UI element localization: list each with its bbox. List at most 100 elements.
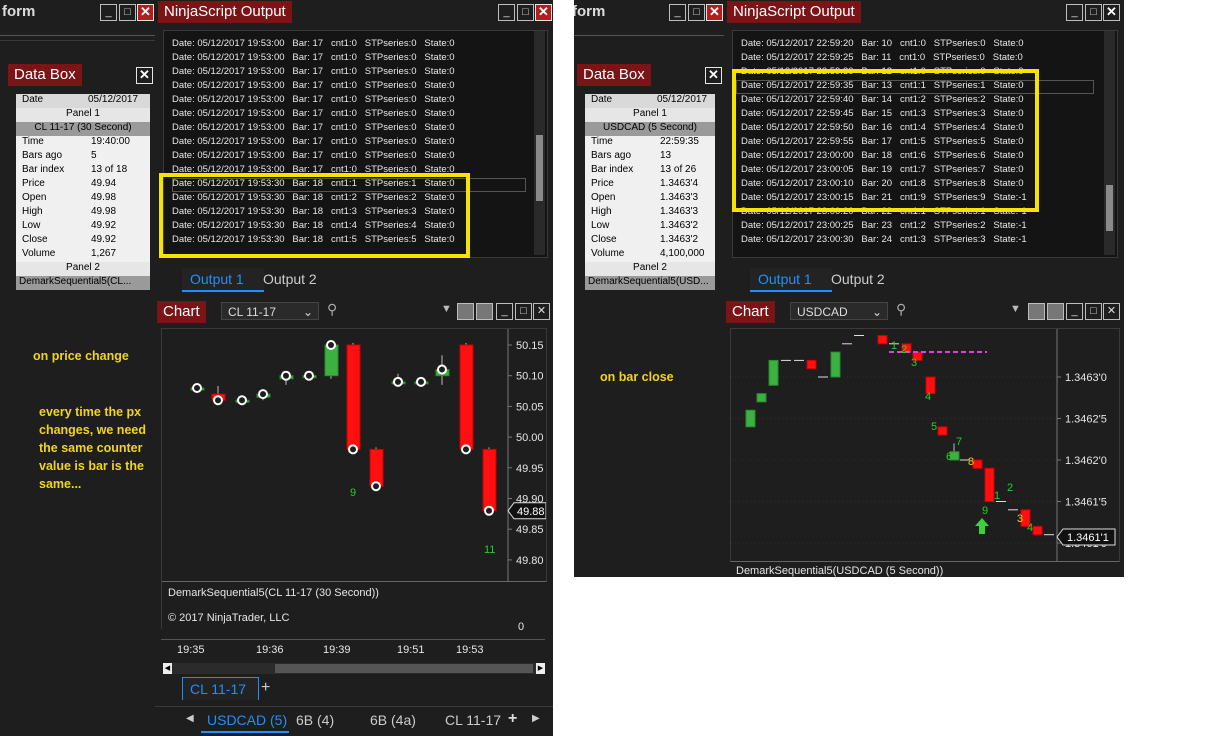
count-label: 2 xyxy=(1007,482,1013,494)
price-tick: 49.95 xyxy=(516,463,544,475)
right-screenshot: form _ □ ✕ Data Box ✕ Date 05/12/2017 Pa… xyxy=(574,0,1124,577)
dropdown-icon[interactable]: ▼ xyxy=(441,303,452,315)
chart-title: Chart xyxy=(726,301,775,323)
maximize-icon[interactable]: □ xyxy=(119,4,136,21)
close-icon[interactable]: ✕ xyxy=(705,67,722,84)
search-icon[interactable]: ⚲ xyxy=(327,301,338,317)
tab-cl-11-17[interactable]: CL 11-17 xyxy=(445,712,502,728)
db-row-value: 5 xyxy=(91,150,97,161)
tab-6b-4a[interactable]: 6B (4a) xyxy=(370,712,416,728)
db-row-value: 49.98 xyxy=(91,206,117,217)
dropdown-icon[interactable]: ▼ xyxy=(1010,303,1021,315)
tab-output-2[interactable]: Output 2 xyxy=(263,271,317,287)
db-row-value: 49.92 xyxy=(91,220,117,231)
close-icon[interactable]: ✕ xyxy=(1103,4,1120,21)
tab-scroll-left-icon[interactable]: ◀ xyxy=(186,713,194,724)
candle-body xyxy=(1032,525,1043,536)
price-tick: 50.10 xyxy=(516,371,544,383)
tab-output-2[interactable]: Output 2 xyxy=(831,271,885,287)
output-text-area[interactable]: Date: 05/12/2017 19:53:00 Bar: 17 cnt1:0… xyxy=(163,30,548,258)
close-icon[interactable]: ✕ xyxy=(136,67,153,84)
price-chart-svg: 50.1550.1050.0550.0049.9549.9049.8549.80… xyxy=(190,329,546,581)
tab-scroll-right-icon[interactable]: ▶ xyxy=(532,713,540,724)
output-line: Date: 05/12/2017 19:53:00 Bar: 17 cnt1:0… xyxy=(172,136,455,147)
candle-body xyxy=(369,448,384,487)
maximize-icon[interactable]: □ xyxy=(1085,303,1102,320)
output-line: Date: 05/12/2017 22:59:25 Bar: 11 cnt1:0… xyxy=(741,52,1023,63)
close-icon[interactable]: ✕ xyxy=(535,4,552,21)
db-row: Volume 1,267 xyxy=(16,248,150,263)
db-row: Time 22:59:35 xyxy=(585,136,715,151)
db-instrument: USDCAD (5 Second) xyxy=(603,122,697,133)
price-panel[interactable]: 50.15 50.10 50.05 50.00 49.95 49.90 49.85 49.80… xyxy=(161,328,547,582)
close-icon[interactable]: ✕ xyxy=(533,303,550,320)
db-row-value: 49.98 xyxy=(91,192,117,203)
db-row-value: 13 xyxy=(660,150,672,161)
scrollbar[interactable] xyxy=(1104,31,1115,255)
tab-6b[interactable]: 6B (4) xyxy=(296,712,335,728)
db-row-label: Bars ago xyxy=(22,150,63,161)
maximize-icon[interactable]: □ xyxy=(1085,4,1102,21)
count-label: 2 xyxy=(901,344,907,356)
chart-window: Chart CL 11-17 ⌄ ⚲ ▼ _ □ ✕ 50.15 50.10 50.… xyxy=(155,298,553,736)
plus-icon[interactable]: + xyxy=(261,679,271,696)
tab-usdcad[interactable]: USDCAD (5) xyxy=(201,709,289,733)
db-row-label: Price xyxy=(591,178,614,189)
maximize-icon[interactable]: □ xyxy=(517,4,534,21)
minimize-icon[interactable]: _ xyxy=(1066,303,1083,320)
maximize-icon[interactable]: □ xyxy=(515,303,532,320)
db-row: Open 1.3463'3 xyxy=(585,192,715,207)
scrollbar[interactable] xyxy=(534,31,545,255)
db-row-label: High xyxy=(591,206,612,217)
candle-body xyxy=(768,359,779,386)
db-row: Bars ago 5 xyxy=(16,150,150,165)
minimize-icon[interactable]: _ xyxy=(669,4,686,21)
instrument-select[interactable]: USDCAD ⌄ xyxy=(790,302,888,320)
price-tick: 1.3462'0 xyxy=(1065,455,1107,467)
scroll-right-icon[interactable]: ▶ xyxy=(536,663,545,674)
count-label: 8 xyxy=(968,456,974,468)
db-row-label: Bar index xyxy=(22,164,65,175)
minimize-icon[interactable]: _ xyxy=(498,4,515,21)
db-panel1: Panel 1 xyxy=(66,108,100,119)
maximize-icon[interactable]: □ xyxy=(688,4,705,21)
close-icon[interactable]: ✕ xyxy=(137,4,154,21)
scroll-left-icon[interactable]: ◀ xyxy=(163,663,172,674)
tab-output-1[interactable]: Output 1 xyxy=(750,268,832,292)
time-tick: 19:39 xyxy=(323,644,351,656)
output-line: Date: 05/12/2017 22:59:20 Bar: 10 cnt1:0… xyxy=(741,38,1024,49)
close-icon[interactable]: ✕ xyxy=(706,4,723,21)
minimize-icon[interactable]: _ xyxy=(100,4,117,21)
output-line: Date: 05/12/2017 19:53:30 Bar: 18 cnt1:2… xyxy=(172,192,455,203)
tab-output-1[interactable]: Output 1 xyxy=(182,268,264,292)
db-row-label: Open xyxy=(22,192,47,203)
output-line: Date: 05/12/2017 19:53:30 Bar: 18 cnt1:4… xyxy=(172,220,455,231)
toolbar-button-a[interactable] xyxy=(457,303,474,320)
scroll-thumb[interactable] xyxy=(1106,185,1113,231)
chart-tab-cl[interactable]: CL 11-17 xyxy=(182,677,259,700)
minimize-icon[interactable]: _ xyxy=(496,303,513,320)
yellow-highlight-box xyxy=(159,173,470,258)
toolbar-button-b[interactable] xyxy=(476,303,493,320)
scroll-thumb[interactable] xyxy=(275,664,533,673)
instrument-select[interactable]: CL 11-17 ⌄ xyxy=(221,302,319,320)
form-title: form xyxy=(574,3,606,20)
price-marker-dot xyxy=(281,370,291,381)
search-icon[interactable]: ⚲ xyxy=(896,301,907,317)
candle-body xyxy=(756,393,767,403)
minimize-icon[interactable]: _ xyxy=(1066,4,1083,21)
scroll-thumb[interactable] xyxy=(536,135,543,201)
price-marker-dot xyxy=(437,364,447,375)
horizontal-scrollbar[interactable]: ◀ ▶ xyxy=(163,663,545,674)
output-line: Date: 05/12/2017 19:53:00 Bar: 17 cnt1:0… xyxy=(172,164,455,175)
toolbar-button-b[interactable] xyxy=(1047,303,1064,320)
chart-title: Chart xyxy=(157,301,206,323)
plus-icon[interactable]: + xyxy=(508,710,518,727)
toolbar-button-a[interactable] xyxy=(1028,303,1045,320)
price-panel[interactable]: 1.3463'01.3462'51.3462'01.3461'51.3461'0… xyxy=(730,328,1120,562)
candle-body xyxy=(877,335,888,345)
output-line: Date: 05/12/2017 19:53:00 Bar: 17 cnt1:0… xyxy=(172,94,455,105)
db-row-label: Time xyxy=(22,136,44,147)
close-icon[interactable]: ✕ xyxy=(1103,303,1120,320)
output-line: Date: 05/12/2017 19:53:30 Bar: 18 cnt1:1… xyxy=(172,178,455,189)
